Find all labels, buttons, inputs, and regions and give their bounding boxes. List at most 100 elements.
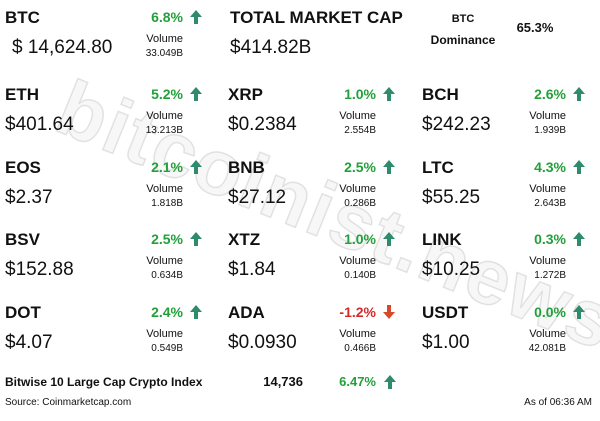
change-percent: 2.4% — [151, 304, 183, 321]
volume-value: 1.818B — [151, 197, 183, 209]
dominance-label: Dominance — [430, 33, 496, 47]
total-market-cap-label: TOTAL MARKET CAP — [230, 8, 403, 27]
arrow-icon — [190, 10, 202, 24]
volume-label: Volume — [146, 33, 183, 45]
price: $401.64 — [5, 114, 74, 135]
index-value: 14,736 — [263, 374, 303, 389]
change-percent: 1.0% — [344, 86, 376, 102]
dominance-label: BTC — [451, 13, 475, 25]
price: $1.84 — [228, 259, 276, 281]
volume-value: 0.549B — [151, 343, 183, 355]
change-percent: 2.5% — [151, 231, 183, 248]
volume-label: Volume — [529, 110, 566, 122]
trend-arrow — [383, 159, 395, 174]
coin-symbol: LTC — [422, 157, 454, 177]
trend-arrow — [384, 375, 396, 389]
arrow-icon — [383, 87, 395, 101]
trend-arrow — [190, 305, 202, 320]
trend-arrow — [383, 232, 395, 247]
volume-value: 1.272B — [534, 270, 566, 282]
price: $2.37 — [5, 186, 53, 208]
price: $10.25 — [422, 259, 481, 281]
coin-symbol: LINK — [422, 230, 462, 250]
coin-symbol: BNB — [228, 157, 265, 177]
price: $242.23 — [422, 114, 491, 135]
price: $1.00 — [422, 332, 470, 354]
volume-label: Volume — [529, 328, 566, 341]
arrow-icon — [384, 375, 396, 389]
trend-arrow — [573, 232, 585, 247]
trend-arrow — [383, 87, 395, 101]
price: $0.0930 — [228, 332, 297, 354]
price: $55.25 — [422, 186, 481, 208]
volume-value: 0.286B — [344, 197, 376, 209]
volume-label: Volume — [529, 255, 566, 268]
dominance-value: 65.3% — [516, 20, 554, 35]
trend-arrow — [190, 159, 202, 174]
coin-symbol: BSV — [5, 230, 40, 250]
arrow-icon — [573, 159, 585, 174]
trend-arrow — [190, 232, 202, 247]
price: $27.12 — [228, 186, 287, 208]
arrow-icon — [383, 305, 395, 320]
arrow-icon — [190, 87, 202, 101]
arrow-icon — [573, 305, 585, 320]
coin-symbol: USDT — [422, 303, 469, 323]
arrow-icon — [383, 232, 395, 247]
change-percent: -1.2% — [339, 304, 376, 321]
arrow-icon — [190, 159, 202, 174]
volume-value: 2.554B — [344, 125, 376, 136]
watermark: bitcoinist.news — [45, 62, 600, 367]
volume-label: Volume — [529, 182, 566, 195]
price: $4.07 — [5, 332, 53, 354]
volume-value: 0.634B — [151, 270, 183, 282]
change-percent: 5.2% — [151, 86, 183, 102]
volume-label: Volume — [339, 328, 376, 341]
arrow-icon — [573, 87, 585, 101]
trend-arrow — [190, 10, 202, 24]
change-percent: 2.5% — [344, 158, 376, 175]
coin-symbol: BCH — [422, 85, 459, 104]
arrow-icon — [383, 159, 395, 174]
volume-value: 0.466B — [344, 343, 376, 355]
coin-symbol: XRP — [228, 85, 263, 104]
volume-label: Volume — [146, 255, 183, 268]
volume-label: Volume — [339, 182, 376, 195]
coin-symbol: XTZ — [228, 230, 261, 250]
change-percent: 6.8% — [151, 9, 183, 25]
volume-value: 13.213B — [145, 125, 183, 136]
index-name: Bitwise 10 Large Cap Crypto Index — [5, 375, 203, 389]
index-change: 6.47% — [339, 374, 376, 389]
trend-arrow — [383, 305, 395, 320]
trend-arrow — [190, 87, 202, 101]
arrow-icon — [190, 232, 202, 247]
volume-value: 42.081B — [528, 343, 566, 355]
change-percent: 4.3% — [534, 158, 566, 175]
arrow-icon — [573, 232, 585, 247]
volume-label: Volume — [339, 255, 376, 268]
coin-symbol: ETH — [5, 85, 39, 104]
volume-label: Volume — [146, 328, 183, 341]
change-percent: 1.0% — [344, 231, 376, 248]
coin-symbol: DOT — [5, 303, 41, 323]
coin-symbol: ADA — [228, 303, 265, 323]
volume-label: Volume — [339, 110, 376, 122]
arrow-icon — [190, 305, 202, 320]
price: $ 14,624.80 — [12, 37, 113, 58]
change-percent: 2.6% — [534, 86, 566, 102]
volume-label: Volume — [146, 110, 183, 122]
change-percent: 0.3% — [534, 231, 566, 248]
total-market-cap-value: $414.82B — [230, 37, 312, 58]
coin-symbol: EOS — [5, 157, 41, 177]
coin-symbol: BTC — [5, 8, 40, 27]
trend-arrow — [573, 305, 585, 320]
change-percent: 2.1% — [151, 158, 183, 175]
source: Source: Coinmarketcap.com — [5, 397, 132, 408]
price: $152.88 — [5, 259, 74, 281]
price: $0.2384 — [228, 114, 297, 135]
change-percent: 0.0% — [534, 304, 566, 321]
trend-arrow — [573, 159, 585, 174]
volume-label: Volume — [146, 182, 183, 195]
volume-value: 0.140B — [344, 270, 376, 282]
